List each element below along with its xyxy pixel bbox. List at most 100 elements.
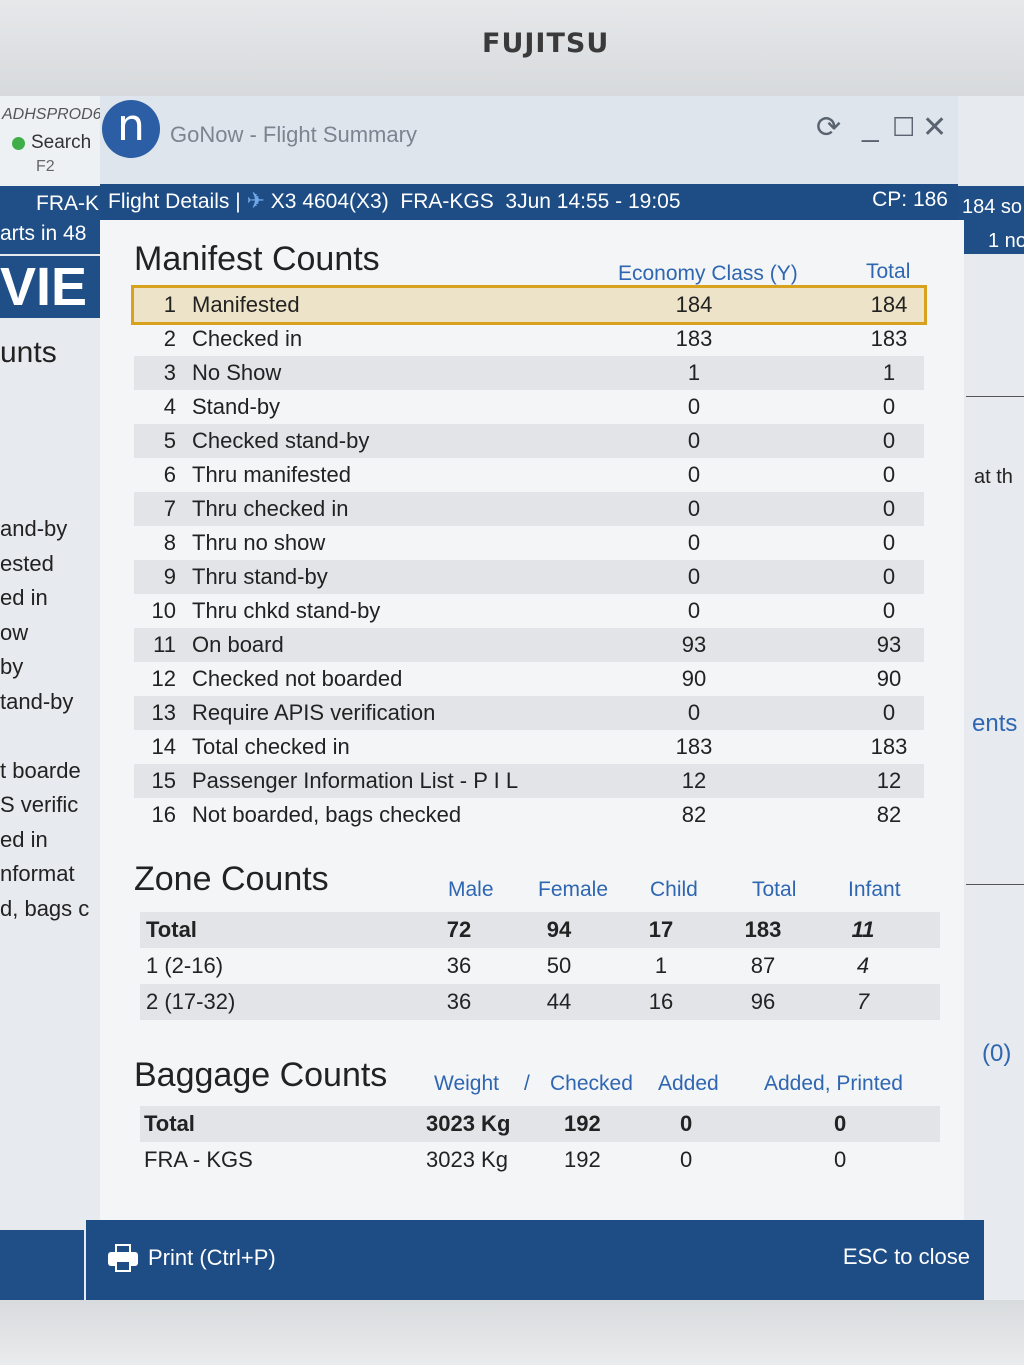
zone-label: 2 (17-32) (146, 989, 236, 1014)
manifest-row[interactable]: 4 Stand-by 0 0 (134, 390, 924, 424)
status-indicator: Search (12, 132, 91, 154)
row-total: 82 (876, 802, 902, 827)
screen: ADHSPROD6 Search F2 FRA-K arts in 48 VIE… (0, 96, 1024, 1300)
divider (966, 396, 1024, 397)
zone-col-total: Total (752, 878, 797, 901)
baggage-row[interactable]: FRA - KGS 3023 Kg 192 0 0 (140, 1142, 940, 1178)
manifest-row[interactable]: 11 On board 93 93 (134, 628, 924, 662)
zone-label: Total (146, 917, 197, 942)
row-number: 12 (151, 666, 176, 691)
zone-total: 87 (750, 953, 776, 978)
manifest-row[interactable]: 9 Thru stand-by 0 0 (134, 560, 924, 594)
background-list-item: t boarde (0, 757, 81, 783)
background-right-count: 184 so (962, 196, 1023, 218)
zone-col-female: Female (538, 878, 609, 901)
zone-female: 50 (546, 953, 572, 978)
row-total: 1 (882, 360, 896, 385)
row-label: Thru no show (192, 530, 326, 555)
row-economy: 183 (675, 734, 713, 759)
zone-label: 1 (2-16) (146, 953, 224, 978)
background-list-item: ed in (0, 585, 48, 610)
row-economy: 82 (681, 802, 707, 827)
manifest-row[interactable]: 8 Thru no show 0 0 (134, 526, 924, 560)
baggage-added-printed: 0 (834, 1147, 847, 1172)
row-economy: 0 (687, 496, 701, 521)
maximize-icon[interactable]: ☐ (892, 112, 916, 142)
flight-details-bar: Flight Details | ✈ X3 4604(X3) FRA-KGS 3… (100, 184, 958, 220)
manifest-row[interactable]: 2 Checked in 183 183 (134, 322, 924, 356)
flight-number: X3 4604(X3) (270, 190, 389, 213)
manifest-row[interactable]: 5 Checked stand-by 0 0 (134, 424, 924, 458)
close-icon[interactable]: ✕ (922, 111, 948, 144)
row-label: Thru manifested (192, 462, 351, 487)
manifest-row[interactable]: 7 Thru checked in 0 0 (134, 492, 924, 526)
refresh-icon[interactable]: ⟳ (816, 111, 842, 144)
row-total: 183 (870, 326, 908, 351)
row-label: Thru checked in (192, 496, 349, 521)
minimize-icon[interactable]: _ (862, 110, 879, 143)
row-economy: 93 (681, 632, 707, 657)
row-total: 12 (876, 768, 902, 793)
background-list-item: ed in (0, 826, 48, 852)
monitor-bezel-bottom (0, 1300, 1024, 1365)
zone-row[interactable]: Total 72 94 17 183 11 (140, 912, 940, 948)
zone-row[interactable]: 2 (17-32) 36 44 16 96 7 (140, 984, 940, 1020)
row-number: 5 (163, 428, 176, 453)
row-label: Checked in (192, 326, 303, 351)
background-big-text: VIE (0, 256, 100, 318)
dialog-content: Manifest Counts Economy Class (Y) Total … (100, 220, 964, 1220)
background-app-header: ADHSPROD6 Search F2 (0, 96, 102, 186)
baggage-col-weight: Weight (434, 1072, 499, 1095)
zone-child: 16 (648, 989, 674, 1014)
row-total: 0 (882, 462, 896, 487)
row-economy: 0 (687, 394, 701, 419)
background-list: and-by ested ed in ow by tand-by t board… (0, 516, 100, 930)
zone-row[interactable]: 1 (2-16) 36 50 1 87 4 (140, 948, 940, 984)
row-number: 10 (151, 598, 176, 623)
row-total: 0 (882, 394, 896, 419)
manifest-col-total: Total (866, 260, 911, 283)
row-number: 6 (163, 462, 176, 487)
manifest-row[interactable]: 16 Not boarded, bags checked 82 82 (134, 798, 924, 832)
manifest-row[interactable]: 14 Total checked in 183 183 (134, 730, 924, 764)
baggage-col-separator: / (524, 1072, 530, 1095)
manifest-title: Manifest Counts (134, 240, 380, 278)
row-number: 7 (163, 496, 176, 521)
manifest-row[interactable]: 15 Passenger Information List - P I L 12 12 (134, 764, 924, 798)
shortcut-key: F2 (36, 158, 55, 175)
row-economy: 1 (687, 360, 701, 385)
row-economy: 12 (681, 768, 707, 793)
row-total: 90 (876, 666, 902, 691)
manifest-row[interactable]: 13 Require APIS verification 0 0 (134, 696, 924, 730)
divider (966, 884, 1024, 885)
flight-time: 3Jun 14:55 - 19:05 (505, 190, 681, 213)
baggage-weight: 3023 Kg (426, 1147, 508, 1172)
manifest-row[interactable]: 12 Checked not boarded 90 90 (134, 662, 924, 696)
zone-child: 17 (648, 917, 674, 942)
background-footer-left (0, 1230, 84, 1300)
zone-infant: 7 (856, 989, 870, 1014)
manifest-row[interactable]: 10 Thru chkd stand-by 0 0 (134, 594, 924, 628)
print-button[interactable]: Print (Ctrl+P) (108, 1244, 276, 1272)
zone-total: 183 (744, 917, 782, 942)
row-label: Manifested (192, 292, 300, 317)
flight-details-label: Flight Details | (108, 190, 241, 213)
manifest-row[interactable]: 1 Manifested 184 184 (131, 285, 927, 325)
row-label: Checked not boarded (192, 666, 403, 691)
background-list-item: nformat (0, 861, 75, 886)
manifest-row[interactable]: 6 Thru manifested 0 0 (134, 458, 924, 492)
monitor-brand: FUJITSU (482, 28, 610, 59)
baggage-col-checked: Checked (550, 1072, 633, 1095)
row-total: 0 (882, 598, 896, 623)
background-right-link[interactable]: ents (972, 710, 1018, 737)
background-list-item: and-by (0, 516, 68, 541)
background-right-count-link[interactable]: (0) (982, 1040, 1012, 1067)
baggage-row[interactable]: Total 3023 Kg 192 0 0 (140, 1106, 940, 1142)
dialog-footer: Print (Ctrl+P) ESC to close (86, 1220, 984, 1300)
row-total: 0 (882, 496, 896, 521)
row-total: 93 (876, 632, 902, 657)
esc-close-button[interactable]: ESC to close (842, 1244, 970, 1269)
manifest-row[interactable]: 3 No Show 1 1 (134, 356, 924, 390)
row-economy: 0 (687, 428, 701, 453)
baggage-added: 0 (680, 1147, 693, 1172)
